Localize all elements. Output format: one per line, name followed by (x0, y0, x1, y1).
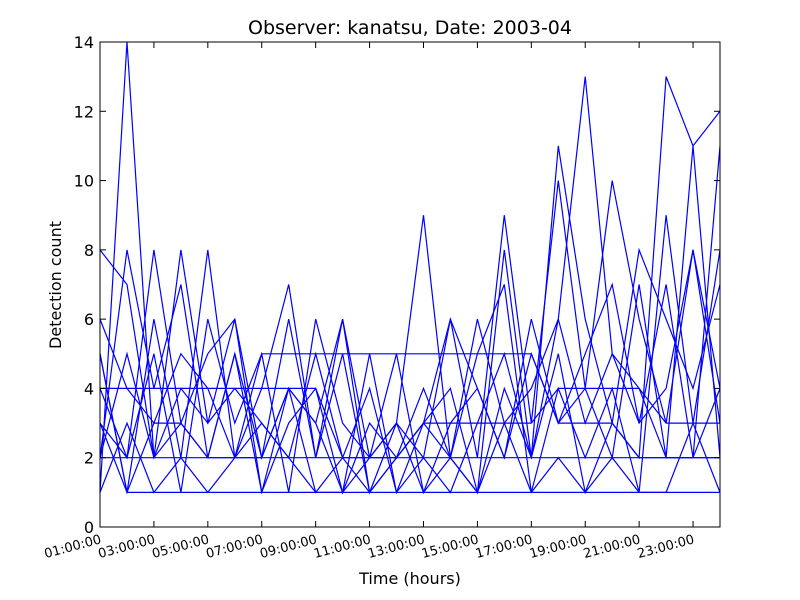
y-tick-label-1: 2 (84, 449, 94, 468)
x-tick-label-8: 17:00:00 (474, 532, 534, 562)
y-tick-label-6: 12 (74, 102, 94, 121)
x-tick-label-9: 19:00:00 (528, 532, 588, 562)
x-tick-label-0: 01:00:00 (43, 532, 103, 562)
x-axis-label: Time (hours) (358, 569, 461, 588)
y-tick-label-3: 6 (84, 310, 94, 329)
x-tick-label-3: 07:00:00 (204, 532, 264, 562)
x-tick-label-7: 15:00:00 (420, 532, 480, 562)
x-tick-label-11: 23:00:00 (636, 532, 696, 562)
chart-title: Observer: kanatsu, Date: 2003-04 (248, 17, 572, 39)
y-tick-label-4: 8 (84, 241, 94, 260)
series-line-11 (99, 422, 720, 493)
series-line-9 (99, 353, 720, 495)
plot-frame (99, 41, 721, 528)
series-line-4 (99, 215, 721, 495)
x-tick-label-6: 13:00:00 (366, 532, 426, 562)
x-tick-label-4: 09:00:00 (258, 532, 318, 562)
y-tick-label-0: 0 (84, 518, 94, 537)
x-tick-label-5: 11:00:00 (312, 532, 372, 562)
x-tick-label-1: 03:00:00 (97, 532, 157, 562)
y-tick-label-5: 10 (74, 172, 94, 191)
y-tick-label-7: 14 (74, 33, 94, 52)
series-line-0 (99, 76, 721, 495)
series-line-6 (99, 247, 721, 495)
axes-layer: 0 2 4 6 8 10 12 14 01:00:0003:00:0005:00:0007:00… (43, 33, 721, 562)
series-line-5 (99, 249, 721, 494)
series-line-10 (100, 387, 720, 459)
x-tick-label-10: 21:00:00 (582, 532, 642, 562)
y-tick-label-2: 4 (84, 379, 94, 398)
y-axis-label: Detection count (46, 221, 65, 349)
x-tick-label-2: 05:00:00 (151, 532, 211, 562)
series-layer (99, 41, 721, 495)
